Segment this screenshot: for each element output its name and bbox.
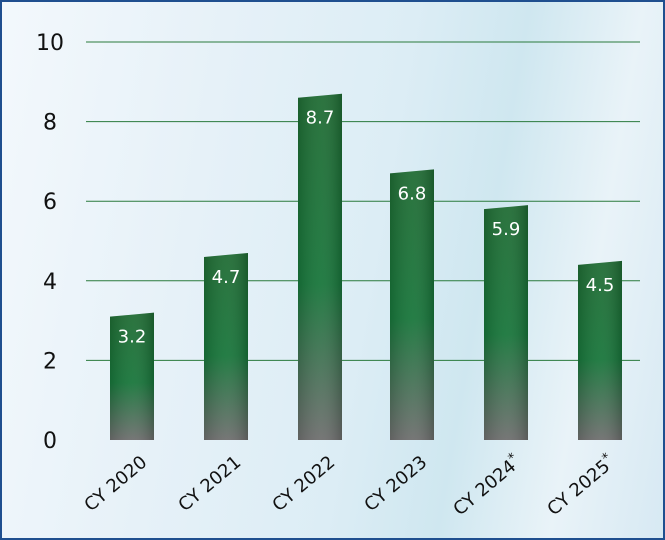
bar-shading <box>298 93 342 441</box>
y-tick-label: 10 <box>36 31 64 56</box>
bar-shading <box>390 169 434 441</box>
bar-5 <box>484 205 528 440</box>
data-label: 8.7 <box>306 108 335 129</box>
bar-shading <box>484 205 528 440</box>
x-tick-label: CY 2020 <box>80 452 151 516</box>
y-tick-label: 8 <box>43 111 57 136</box>
x-tick-label: CY 2024* <box>448 450 525 520</box>
y-tick-label: 4 <box>43 270 57 295</box>
bar-6 <box>578 260 622 440</box>
x-tick-label: CY 2021 <box>174 452 245 516</box>
y-tick-label: 2 <box>43 349 57 374</box>
data-label: 4.5 <box>586 275 615 296</box>
bar-1 <box>110 312 154 440</box>
bar-4 <box>390 169 434 441</box>
bar-shading <box>578 260 622 440</box>
x-tick-label: CY 2025* <box>542 450 619 520</box>
bar-2 <box>204 252 248 440</box>
y-tick-label: 6 <box>43 190 57 215</box>
bar-shading <box>110 312 154 440</box>
x-tick-label: CY 2022 <box>268 452 339 516</box>
bar-shading <box>204 252 248 440</box>
data-label: 4.7 <box>212 267 241 288</box>
bar-3 <box>298 93 342 441</box>
y-tick-label: 0 <box>43 429 57 454</box>
data-label: 6.8 <box>398 183 427 204</box>
data-label: 3.2 <box>118 327 147 348</box>
data-label: 5.9 <box>492 219 521 240</box>
x-tick-label: CY 2023 <box>360 452 431 516</box>
